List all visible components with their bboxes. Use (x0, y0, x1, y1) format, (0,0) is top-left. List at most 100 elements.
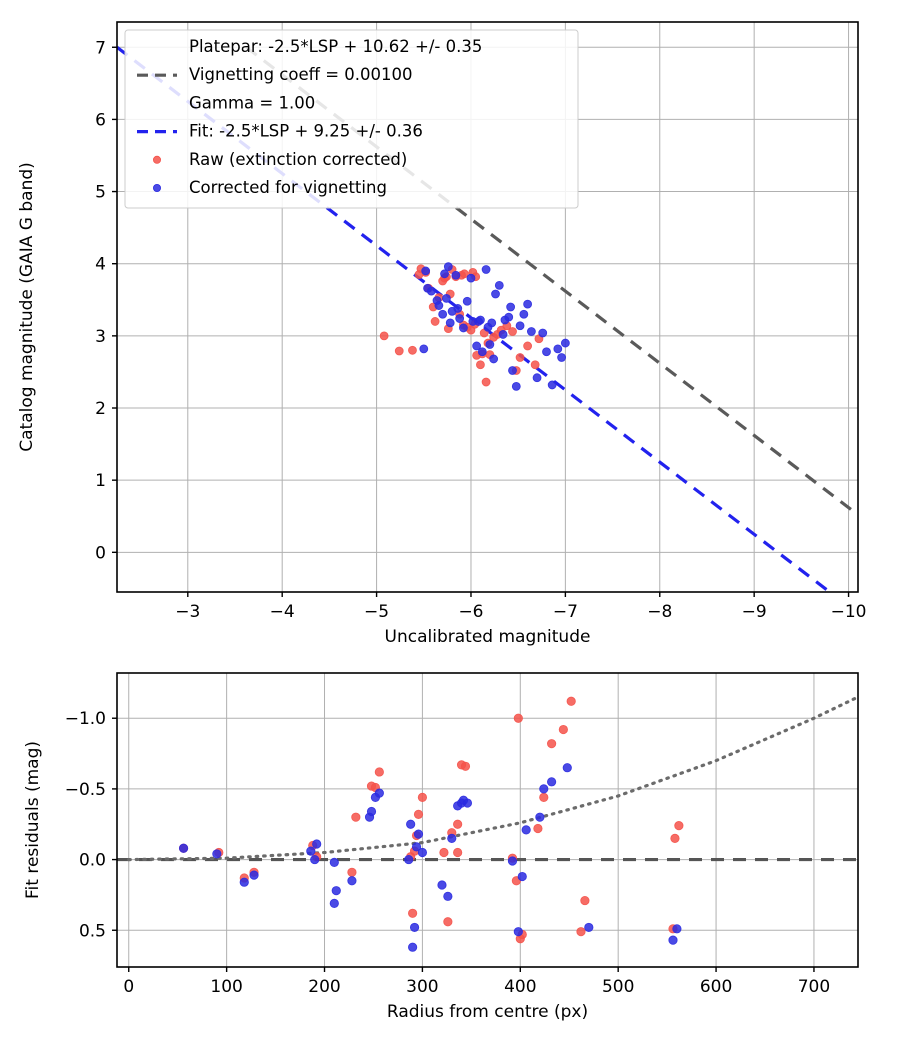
data-point (539, 784, 549, 794)
series-1 (178, 763, 682, 952)
x-tick-label: 300 (406, 977, 438, 997)
data-point (672, 924, 682, 934)
y-axis-label: Fit residuals (mag) (23, 741, 43, 899)
data-point (178, 843, 189, 853)
y-tick-label: 4 (95, 255, 106, 275)
data-point (508, 366, 517, 375)
data-point (526, 327, 536, 336)
data-point (515, 353, 525, 362)
data-point (558, 724, 568, 735)
data-point (440, 269, 449, 279)
data-point (466, 273, 476, 283)
data-point (426, 286, 436, 296)
data-point (476, 315, 485, 325)
data-point (443, 917, 453, 927)
data-point (491, 289, 500, 299)
data-point (404, 854, 414, 865)
x-axis-label: Radius from centre (px) (387, 1002, 588, 1022)
legend-item: Raw (extinction corrected) (152, 150, 407, 169)
data-point (504, 312, 514, 322)
data-point (438, 309, 448, 319)
y-tick-label: 7 (95, 38, 106, 58)
data-point (445, 318, 455, 328)
data-point (584, 922, 594, 933)
legend-label: Vignetting coeff = 0.00100 (189, 65, 413, 84)
y-tick-label: 3 (95, 327, 106, 347)
y-tick-label: 0.0 (79, 851, 106, 871)
data-point (668, 935, 678, 945)
data-point (439, 847, 449, 858)
series-0 (178, 696, 684, 944)
scatter-layer (379, 262, 570, 391)
ticks: −3 −4 −5 −6 −7 −8 −9 −10 0 1 2 3 4 5 6 7 (95, 38, 866, 622)
data-point (498, 330, 508, 339)
axes-frame (116, 21, 859, 593)
data-point (539, 792, 549, 802)
data-point (366, 806, 377, 817)
data-point (547, 739, 557, 749)
x-tick-label: 700 (798, 977, 830, 997)
legend-label: Gamma = 1.00 (189, 93, 315, 112)
x-tick-label: 500 (602, 977, 634, 997)
x-axis-label: Uncalibrated magnitude (385, 627, 591, 647)
legend-item: Corrected for vignetting (152, 178, 387, 197)
data-point (517, 871, 527, 882)
data-point (674, 821, 684, 831)
data-point (447, 833, 457, 843)
data-point (239, 877, 249, 887)
data-point (553, 344, 563, 354)
gridlines (117, 673, 858, 967)
ticks: 0 100 200 300 400 500 600 700 0.5 0.0 −0.5 −1.0 (65, 709, 830, 997)
data-point (459, 269, 469, 279)
data-point (451, 270, 461, 280)
data-point (670, 833, 680, 843)
data-point (434, 301, 444, 310)
data-point (453, 819, 463, 829)
data-point (477, 347, 487, 357)
data-point (408, 908, 418, 918)
data-point (408, 942, 418, 952)
data-point (453, 847, 463, 858)
legend-dot-swatch (152, 183, 161, 192)
data-point (413, 809, 424, 819)
data-point (312, 839, 322, 849)
line-platepar (245, 45, 858, 517)
data-point (351, 812, 361, 822)
data-point (437, 880, 447, 890)
data-point (460, 761, 471, 771)
data-point (413, 829, 424, 839)
legend-item: Fit: -2.5*LSP + 9.25 +/- 0.36 (137, 122, 423, 141)
y-tick-label: −1.0 (65, 709, 106, 729)
legend-label: Platepar: -2.5*LSP + 10.62 +/- 0.35 (189, 37, 482, 56)
data-point (329, 898, 339, 908)
y-tick-label: 0 (95, 543, 106, 563)
data-point (523, 299, 533, 309)
data-point (212, 849, 222, 859)
data-point (533, 823, 543, 834)
data-point (443, 891, 453, 901)
data-point (329, 857, 339, 868)
data-point (462, 296, 472, 306)
x-tick-label: −5 (364, 602, 389, 622)
legend-label: Fit: -2.5*LSP + 9.25 +/- 0.36 (189, 122, 423, 141)
plot-lines (117, 695, 858, 862)
y-tick-label: 1 (95, 471, 106, 491)
data-point (394, 346, 404, 356)
x-tick-label: 0 (123, 977, 134, 997)
data-point (507, 856, 518, 866)
data-point (455, 314, 465, 323)
axes-fit-residuals: 0 100 200 300 400 500 600 700 0.5 0.0 −0.5 −1.0 Radi… (23, 672, 859, 1022)
data-point (249, 870, 259, 880)
x-tick-label: −3 (175, 602, 200, 622)
x-tick-label: −4 (270, 602, 295, 622)
series-1 (419, 262, 570, 391)
data-point (580, 895, 590, 906)
data-point (523, 341, 533, 351)
data-point (485, 340, 495, 349)
y-tick-label: 5 (95, 183, 106, 203)
x-tick-label: 400 (504, 977, 536, 997)
scatter-layer (178, 696, 684, 952)
data-point (547, 777, 557, 787)
